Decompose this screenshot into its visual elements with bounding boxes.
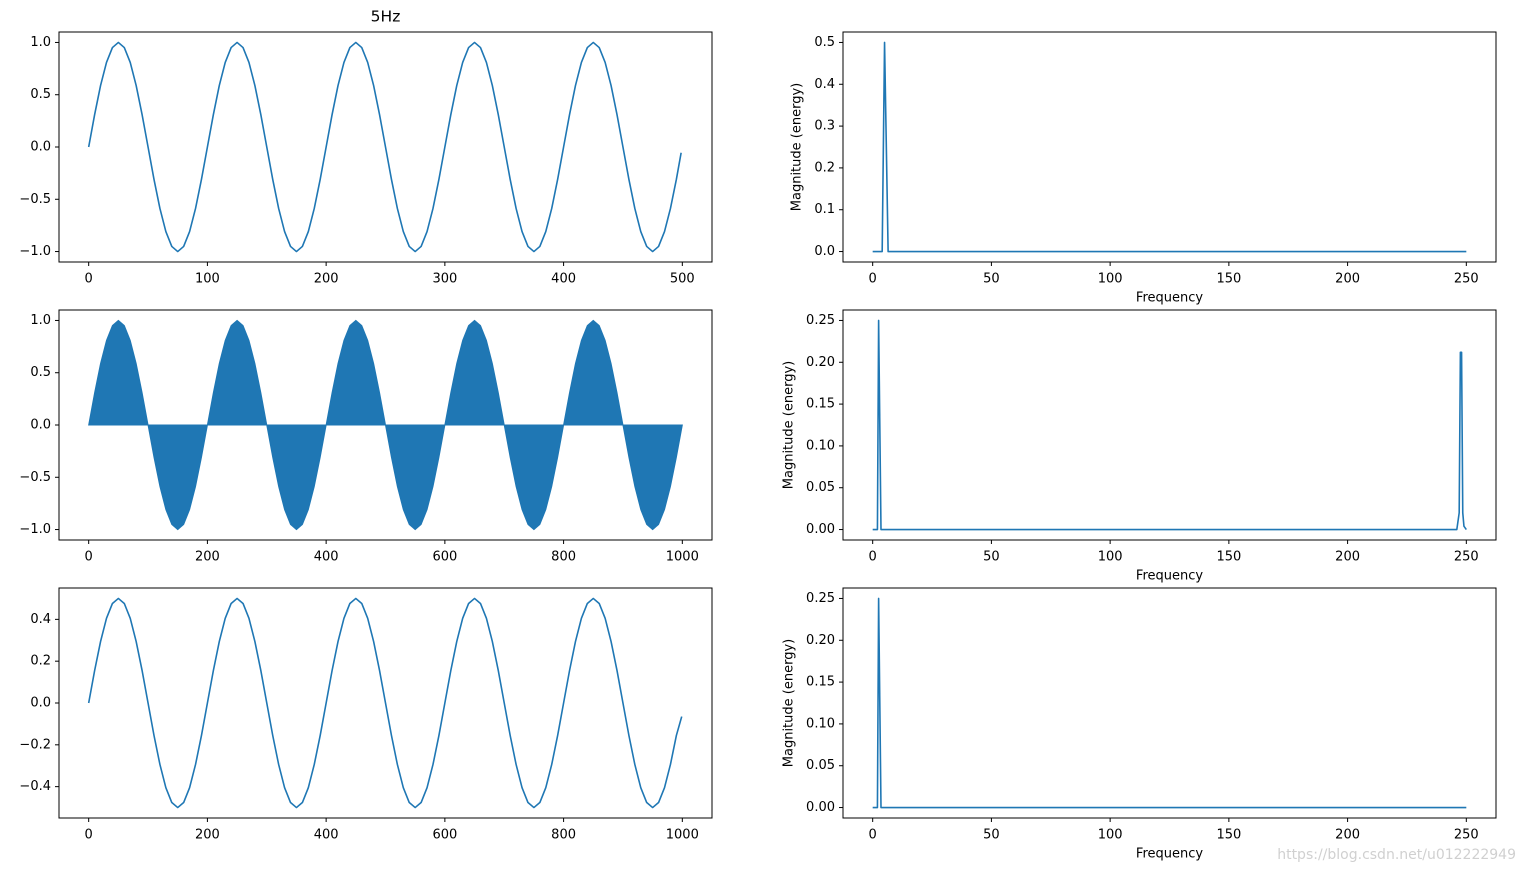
signal-line xyxy=(87,41,682,253)
x-tick-label: 400 xyxy=(314,550,339,565)
x-axis-label: Frequency xyxy=(1136,569,1203,584)
x-tick-label: 200 xyxy=(314,272,339,287)
x-tick-label: 100 xyxy=(1098,550,1123,565)
y-tick-label: 0.25 xyxy=(806,591,835,606)
signal-area xyxy=(88,319,683,531)
y-tick-label: 0.5 xyxy=(30,365,51,380)
y-tick-label: 0.05 xyxy=(806,758,835,773)
y-tick-label: −0.4 xyxy=(19,779,51,794)
y-tick-label: 0.0 xyxy=(30,418,51,433)
y-tick-label: 0.00 xyxy=(806,800,835,815)
x-tick-label: 0 xyxy=(85,828,93,843)
y-tick-label: −1.0 xyxy=(19,522,51,537)
y-axis-label: Magnitude (energy) xyxy=(782,639,797,767)
y-tick-label: 1.0 xyxy=(30,35,51,50)
y-tick-label: 0.15 xyxy=(806,397,835,412)
signal-line xyxy=(872,597,1467,809)
x-tick-label: 400 xyxy=(314,828,339,843)
y-tick-label: 0.0 xyxy=(814,244,835,259)
y-tick-label: 0.25 xyxy=(806,313,835,328)
y-tick-label: 0.0 xyxy=(30,140,51,155)
y-tick-label: 0.20 xyxy=(806,633,835,648)
y-tick-label: 0.10 xyxy=(806,438,835,453)
y-tick-label: −0.5 xyxy=(19,470,51,485)
x-tick-label: 600 xyxy=(432,828,457,843)
x-tick-label: 300 xyxy=(432,272,457,287)
x-tick-label: 100 xyxy=(195,272,220,287)
y-tick-label: 0.5 xyxy=(814,35,835,50)
x-tick-label: 0 xyxy=(85,272,93,287)
y-tick-label: 0.0 xyxy=(30,696,51,711)
x-tick-label: 200 xyxy=(195,550,220,565)
x-tick-label: 150 xyxy=(1216,828,1241,843)
x-tick-label: 500 xyxy=(670,272,695,287)
x-axis-label: Frequency xyxy=(1136,847,1203,862)
x-tick-label: 200 xyxy=(195,828,220,843)
x-tick-label: 100 xyxy=(1098,828,1123,843)
x-tick-label: 1000 xyxy=(666,828,699,843)
x-tick-label: 1000 xyxy=(666,550,699,565)
y-tick-label: −0.2 xyxy=(19,737,51,752)
signal-line xyxy=(872,319,1467,531)
y-tick-label: 0.10 xyxy=(806,716,835,731)
x-tick-label: 250 xyxy=(1454,550,1479,565)
x-tick-label: 600 xyxy=(432,550,457,565)
signal-line xyxy=(872,41,1467,253)
y-tick-label: 1.0 xyxy=(30,313,51,328)
chart-title: 5Hz xyxy=(371,8,401,26)
x-tick-label: 0 xyxy=(869,550,877,565)
y-tick-label: 0.00 xyxy=(806,522,835,537)
axes-frame xyxy=(842,587,1497,819)
signal-line xyxy=(87,597,683,809)
y-tick-label: 0.4 xyxy=(30,612,51,627)
x-tick-label: 200 xyxy=(1335,550,1360,565)
x-tick-label: 50 xyxy=(983,828,1000,843)
x-tick-label: 800 xyxy=(551,550,576,565)
y-tick-label: 0.5 xyxy=(30,87,51,102)
x-tick-label: 0 xyxy=(85,550,93,565)
x-tick-label: 250 xyxy=(1454,828,1479,843)
y-tick-label: 0.2 xyxy=(814,160,835,175)
y-tick-label: 0.3 xyxy=(814,119,835,134)
x-tick-label: 0 xyxy=(869,272,877,287)
axes-frame xyxy=(842,31,1497,263)
x-tick-label: 100 xyxy=(1098,272,1123,287)
y-axis-label: Magnitude (energy) xyxy=(782,361,797,489)
x-tick-label: 800 xyxy=(551,828,576,843)
x-tick-label: 50 xyxy=(983,550,1000,565)
x-tick-label: 250 xyxy=(1454,272,1479,287)
x-tick-label: 400 xyxy=(551,272,576,287)
y-tick-label: 0.20 xyxy=(806,355,835,370)
x-tick-label: 0 xyxy=(869,828,877,843)
y-tick-label: −1.0 xyxy=(19,244,51,259)
x-tick-label: 200 xyxy=(1335,828,1360,843)
y-tick-label: 0.4 xyxy=(814,77,835,92)
y-tick-label: −0.5 xyxy=(19,192,51,207)
x-tick-label: 200 xyxy=(1335,272,1360,287)
y-tick-label: 0.05 xyxy=(806,480,835,495)
y-tick-label: 0.1 xyxy=(814,202,835,217)
x-tick-label: 150 xyxy=(1216,550,1241,565)
axes-frame xyxy=(842,309,1497,541)
x-tick-label: 50 xyxy=(983,272,1000,287)
y-tick-label: 0.15 xyxy=(806,675,835,690)
y-axis-label: Magnitude (energy) xyxy=(790,83,805,211)
y-tick-label: 0.2 xyxy=(30,654,51,669)
x-axis-label: Frequency xyxy=(1136,291,1203,306)
watermark: https://blog.csdn.net/u012222949 xyxy=(1277,847,1516,863)
x-tick-label: 150 xyxy=(1216,272,1241,287)
